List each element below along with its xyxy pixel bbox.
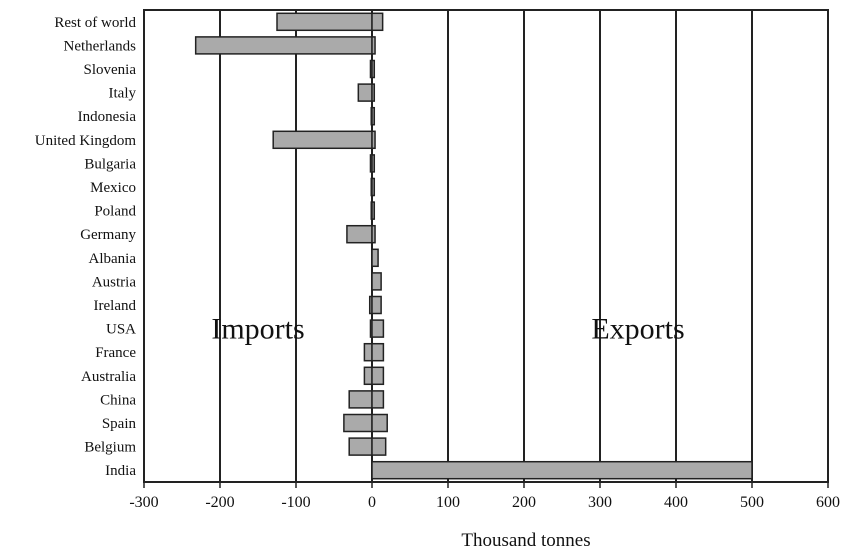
x-tick-label: 400 — [664, 494, 688, 511]
export-bar — [371, 154, 376, 173]
category-label: USA — [106, 322, 136, 338]
export-bar — [371, 130, 376, 150]
import-bar — [346, 224, 373, 244]
x-tick-labels: -300 -200 -100 0 100 200 300 400 500 600 — [129, 494, 840, 511]
category-label: Italy — [109, 86, 137, 102]
x-axis-title: Thousand tonnes — [461, 530, 590, 551]
category-label: Bulgaria — [84, 156, 136, 172]
category-label: France — [95, 345, 136, 361]
category-label: Germany — [80, 227, 136, 243]
export-bar — [371, 437, 387, 456]
export-bar — [371, 106, 376, 126]
category-label: Australia — [81, 369, 136, 385]
export-bar — [371, 390, 385, 409]
export-bar — [371, 36, 376, 55]
category-label: Slovenia — [84, 62, 137, 78]
import-bar — [194, 36, 373, 55]
category-label: Netherlands — [64, 38, 137, 54]
export-bar — [371, 224, 376, 244]
export-bar — [371, 413, 388, 433]
import-bar — [363, 342, 373, 362]
x-tick-label: -100 — [281, 494, 310, 511]
category-label: Indonesia — [78, 109, 137, 125]
export-bar — [371, 319, 385, 338]
import-bar — [363, 366, 373, 386]
export-bar — [371, 248, 379, 268]
import-bar — [348, 390, 373, 409]
export-bar — [371, 201, 376, 220]
x-tick-label: 200 — [512, 494, 536, 511]
category-label: China — [100, 392, 136, 408]
category-label: Mexico — [90, 180, 136, 196]
export-bar — [371, 366, 385, 386]
category-label: Poland — [94, 204, 136, 220]
export-bar — [371, 12, 384, 32]
bars — [194, 12, 753, 480]
x-tick-label: -300 — [129, 494, 158, 511]
category-label: India — [105, 463, 136, 479]
export-bar — [371, 272, 382, 291]
import-bar — [272, 130, 373, 150]
export-bar — [371, 342, 385, 362]
export-bar — [371, 177, 376, 197]
exports-annotation: Exports — [591, 313, 684, 346]
export-bar — [371, 460, 753, 480]
x-tick-label: 0 — [368, 494, 376, 511]
import-bar — [343, 413, 373, 433]
gridlines — [219, 10, 753, 482]
category-labels: Rest of world Netherlands Slovenia Italy Ind… — [35, 15, 137, 479]
x-tick-label: 500 — [740, 494, 764, 511]
category-label: Belgium — [84, 440, 136, 456]
export-bar — [371, 83, 376, 102]
imports-annotation: Imports — [211, 313, 304, 346]
category-label: Albania — [89, 251, 137, 267]
x-tick-label: 300 — [588, 494, 612, 511]
category-label: United Kingdom — [35, 133, 137, 149]
export-bar — [371, 295, 382, 315]
category-label: Austria — [92, 274, 137, 290]
x-tick-label: 600 — [816, 494, 840, 511]
import-bar — [276, 12, 373, 32]
import-bar — [357, 83, 373, 102]
import-bar — [348, 437, 373, 456]
x-tick-label: 100 — [436, 494, 460, 511]
category-label: Rest of world — [54, 15, 136, 31]
x-tick-marks — [143, 482, 829, 488]
category-label: Spain — [102, 416, 137, 432]
category-label: Ireland — [94, 298, 137, 314]
export-bar — [371, 59, 376, 79]
x-tick-label: -200 — [205, 494, 234, 511]
plot-frame — [143, 9, 829, 483]
